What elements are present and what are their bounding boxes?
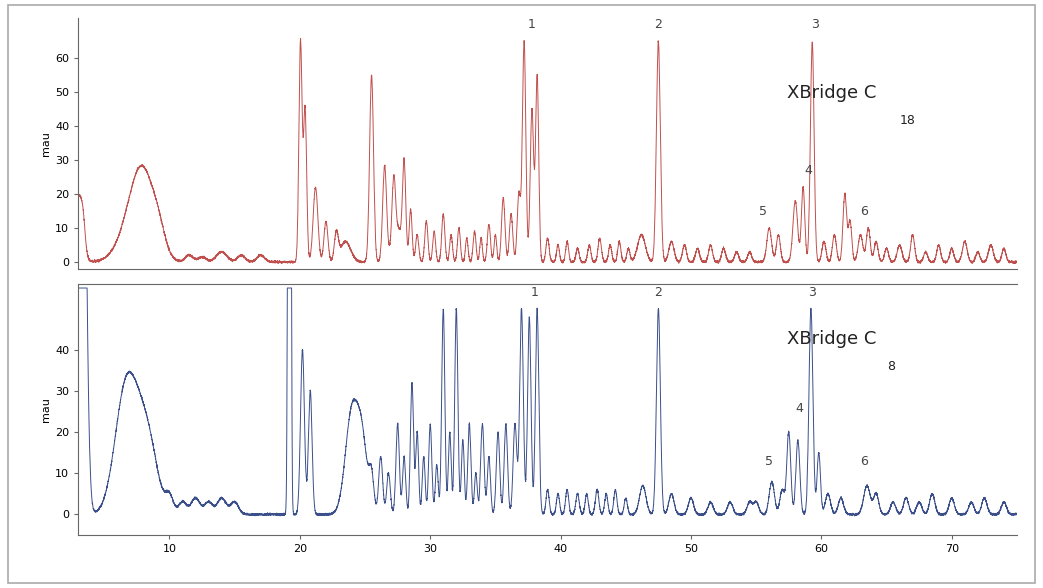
Text: 5: 5 bbox=[758, 205, 767, 218]
Text: 2: 2 bbox=[654, 286, 662, 299]
Text: 5: 5 bbox=[766, 455, 773, 468]
Text: 6: 6 bbox=[860, 455, 869, 468]
Y-axis label: mau: mau bbox=[41, 397, 51, 422]
Text: 1: 1 bbox=[531, 286, 538, 299]
Text: XBridge C: XBridge C bbox=[786, 330, 876, 348]
Text: 8: 8 bbox=[888, 360, 895, 373]
Text: 6: 6 bbox=[860, 205, 869, 218]
Y-axis label: mau: mau bbox=[41, 131, 51, 156]
Text: 2: 2 bbox=[654, 18, 662, 31]
Text: 3: 3 bbox=[810, 18, 819, 31]
Text: 3: 3 bbox=[808, 286, 817, 299]
Text: 4: 4 bbox=[795, 402, 803, 415]
Text: 4: 4 bbox=[804, 164, 812, 177]
Text: 18: 18 bbox=[899, 114, 916, 127]
Text: 1: 1 bbox=[528, 18, 536, 31]
Text: XBridge C: XBridge C bbox=[786, 84, 876, 102]
